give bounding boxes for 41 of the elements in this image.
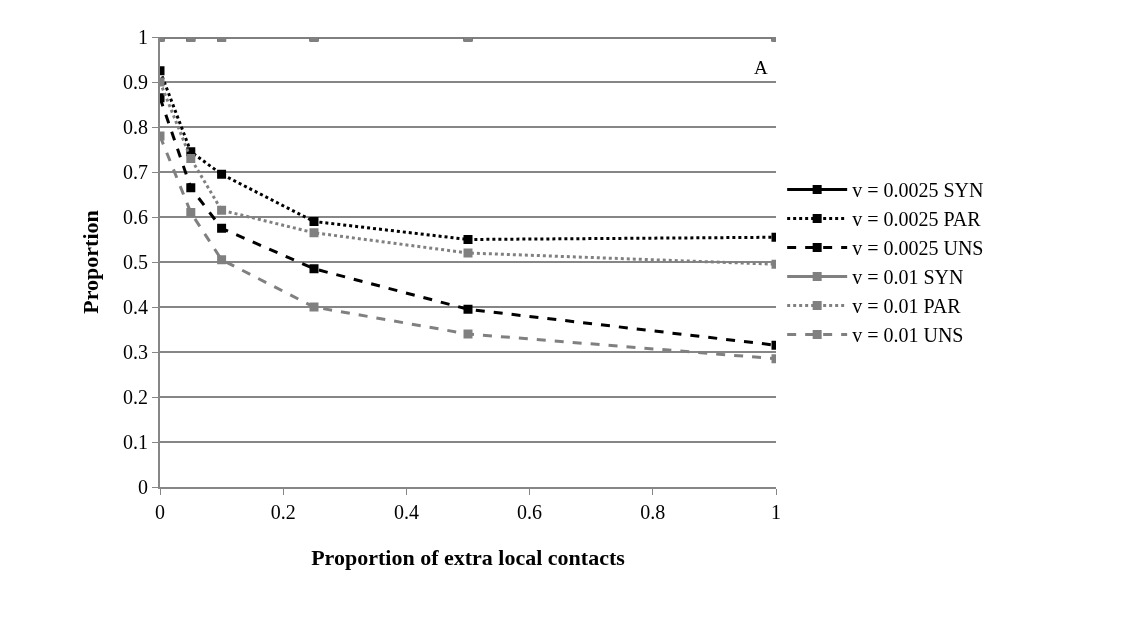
point bbox=[463, 329, 473, 339]
x-tick-label: 0.4 bbox=[393, 501, 419, 523]
x-tick-label: 0.6 bbox=[517, 501, 543, 523]
y-tick-label: 0.4 bbox=[123, 296, 148, 318]
point bbox=[217, 169, 227, 179]
point bbox=[463, 248, 473, 258]
y-tick-label: 0.7 bbox=[123, 161, 148, 183]
point bbox=[463, 235, 473, 244]
point bbox=[186, 154, 196, 163]
point bbox=[217, 255, 227, 265]
x-tick-label: 0 bbox=[155, 501, 165, 523]
y-tick-label: 0.1 bbox=[123, 431, 148, 453]
y-tick-label: 0.3 bbox=[123, 341, 148, 363]
point bbox=[309, 217, 319, 226]
legend-label: v = 0.01 SYN bbox=[852, 266, 964, 289]
y-tick-label: 0.8 bbox=[123, 116, 148, 138]
legend-label: v = 0.01 PAR bbox=[852, 295, 962, 318]
y-tick-label: 0.2 bbox=[123, 386, 148, 408]
y-tick-label: 1 bbox=[138, 26, 148, 48]
point bbox=[309, 264, 319, 274]
y-tick-label: 0.5 bbox=[123, 251, 148, 273]
point bbox=[186, 183, 196, 193]
legend-label: v = 0.01 UNS bbox=[852, 324, 964, 347]
point bbox=[217, 223, 227, 233]
y-tick-label: 0.9 bbox=[123, 71, 148, 93]
y-axis-title: Proportion bbox=[78, 210, 104, 314]
annotation: A bbox=[754, 57, 768, 78]
point bbox=[309, 302, 319, 312]
legend-label: v = 0.0025 PAR bbox=[852, 208, 982, 231]
x-tick-label: 0.2 bbox=[270, 501, 296, 523]
point bbox=[186, 208, 196, 217]
point bbox=[463, 304, 473, 314]
point bbox=[217, 205, 227, 215]
x-axis-title: Proportion of extra local contacts bbox=[311, 545, 626, 571]
y-tick-label: 0 bbox=[138, 476, 148, 498]
x-tick-label: 1 bbox=[771, 501, 781, 523]
x-tick-label: 0.8 bbox=[640, 501, 666, 523]
y-tick-label: 0.6 bbox=[123, 206, 148, 228]
point bbox=[309, 228, 319, 238]
legend-label: v = 0.0025 UNS bbox=[852, 237, 984, 260]
legend-label: v = 0.0025 SYN bbox=[852, 179, 984, 202]
